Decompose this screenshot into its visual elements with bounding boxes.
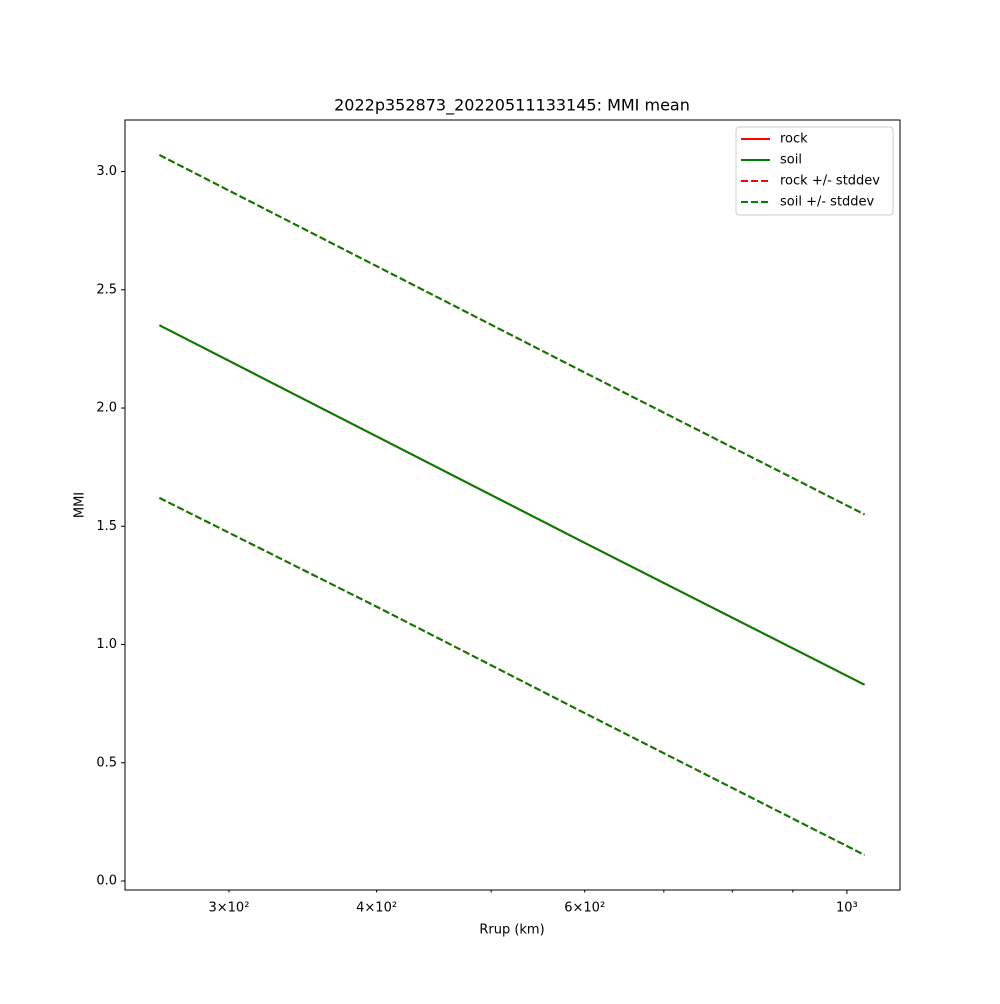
legend-label: rock bbox=[780, 132, 808, 147]
y-tick-label: 0.5 bbox=[96, 755, 117, 770]
legend: rock soil rock +/- stddev soil +/- stddev bbox=[735, 126, 894, 216]
legend-label: rock +/- stddev bbox=[780, 174, 880, 189]
y-tick-label: 2.0 bbox=[96, 401, 117, 416]
y-tick-label: 1.0 bbox=[96, 637, 117, 652]
chart-title: 2022p352873_20220511133145: MMI mean bbox=[334, 96, 690, 116]
line-series bbox=[158, 497, 866, 856]
y-axis-label: MMI bbox=[73, 492, 88, 518]
line-series bbox=[158, 154, 866, 516]
legend-label: soil bbox=[780, 153, 802, 168]
x-axis-label: Rrup (km) bbox=[479, 923, 544, 938]
x-tick-label: 4×10² bbox=[356, 901, 397, 916]
y-tick-label: 0.0 bbox=[96, 874, 117, 889]
plot-area bbox=[158, 154, 866, 856]
x-tick-label: 10³ bbox=[836, 901, 858, 916]
axes-frame bbox=[124, 119, 901, 891]
x-tick-label: 6×10² bbox=[564, 901, 605, 916]
y-tick-label: 2.5 bbox=[96, 282, 117, 297]
y-tick-label: 1.5 bbox=[96, 519, 117, 534]
legend-label: soil +/- stddev bbox=[780, 195, 875, 210]
y-tick-label: 3.0 bbox=[96, 164, 117, 179]
x-tick-label: 3×10² bbox=[208, 901, 249, 916]
legend-box bbox=[735, 126, 894, 216]
line-series bbox=[158, 324, 866, 686]
